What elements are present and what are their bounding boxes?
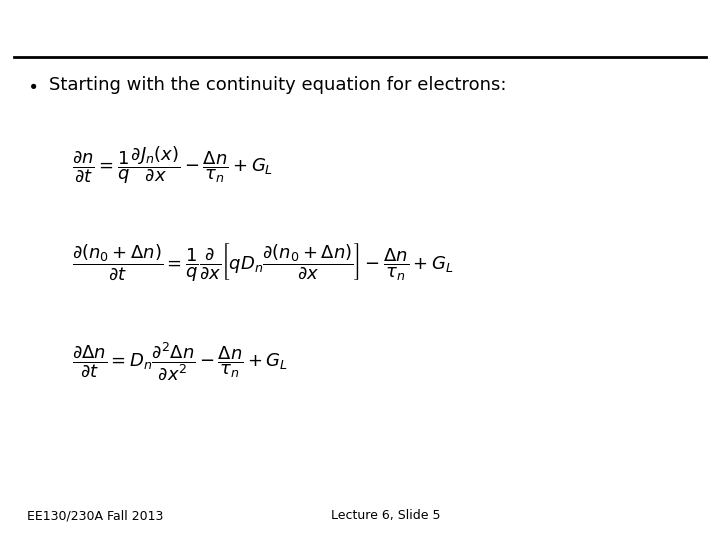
Text: $\dfrac{\partial n}{\partial t} = \dfrac{1}{q}\dfrac{\partial J_n(x)}{\partial x: $\dfrac{\partial n}{\partial t} = \dfrac… [72,144,273,186]
Text: Lecture 6, Slide 5: Lecture 6, Slide 5 [331,509,441,522]
Text: $\dfrac{\partial \Delta n}{\partial t} = D_n\dfrac{\partial^2 \Delta n}{\partial: $\dfrac{\partial \Delta n}{\partial t} =… [72,341,288,383]
Text: EE130/230A Fall 2013: EE130/230A Fall 2013 [27,509,163,522]
Text: Starting with the continuity equation for electrons:: Starting with the continuity equation fo… [49,76,506,94]
Text: $\dfrac{\partial(n_0 + \Delta n)}{\partial t} = \dfrac{1}{q}\dfrac{\partial}{\pa: $\dfrac{\partial(n_0 + \Delta n)}{\parti… [72,241,454,283]
Text: $\bullet$: $\bullet$ [27,76,37,94]
